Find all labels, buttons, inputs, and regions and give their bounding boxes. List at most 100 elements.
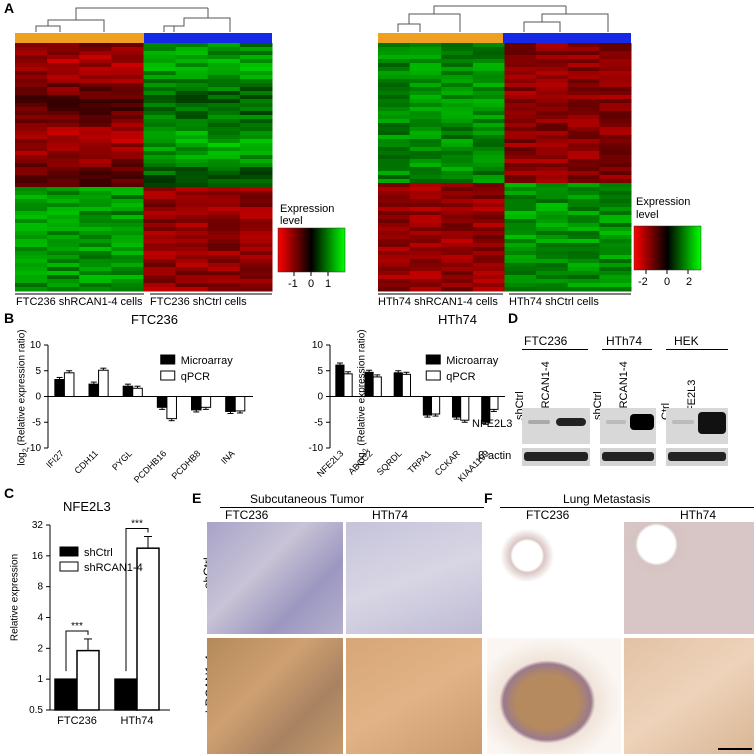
heatmap-cell [409, 283, 442, 288]
heatmap-cell [472, 91, 505, 96]
heatmap-cell [599, 267, 632, 272]
heatmap-cell [111, 99, 144, 104]
heatmap-cell [15, 287, 48, 292]
heatmap-cell [472, 187, 505, 192]
heatmap-cell [175, 255, 209, 260]
heatmap-cell [599, 51, 632, 56]
heatmap-cell [239, 75, 273, 80]
heatmap-cell [143, 263, 177, 268]
legend-swatch [59, 561, 79, 572]
heatmap-cell [599, 47, 632, 52]
x-tick-label: HTh74 [120, 715, 153, 727]
heatmap-cell [536, 155, 569, 160]
heatmap-cell [79, 103, 112, 108]
heatmap-cell [504, 199, 537, 204]
heatmap-cell [409, 51, 442, 56]
heatmap-cell [239, 119, 273, 124]
heatmap-cell [567, 251, 600, 256]
heatmap-cell [504, 71, 537, 76]
heatmap-cell [15, 271, 48, 276]
heatmap-cell [15, 111, 48, 116]
heatmap-cell [567, 135, 600, 140]
heatmap-cell [175, 163, 209, 168]
heatmap-cell [504, 239, 537, 244]
heatmap-cell [47, 187, 80, 192]
heatmap-cell [536, 203, 569, 208]
heatmap-cell [567, 143, 600, 148]
heatmap-cell [504, 107, 537, 112]
heatmap-cell [47, 71, 80, 76]
heatmap-cell [207, 271, 241, 276]
heatmap-cell [47, 131, 80, 136]
heatmap-cell [536, 143, 569, 148]
heatmap-cell [472, 227, 505, 232]
heatmap-cell [15, 243, 48, 248]
heatmap-cell [79, 43, 112, 48]
heatmap-cell [111, 63, 144, 68]
heatmap-cell [175, 67, 209, 72]
heatmap-cell [239, 259, 273, 264]
heatmap-cell [47, 259, 80, 264]
legend-swatch [160, 370, 176, 381]
heatmap-cell [599, 155, 632, 160]
heatmap-cell [504, 59, 537, 64]
ihc-e-hth74-shrcan [346, 638, 482, 754]
heatmap-cell [567, 159, 600, 164]
heatmap-cell [409, 259, 442, 264]
heatmap-cell [175, 123, 209, 128]
heatmap-cell [79, 199, 112, 204]
ihc-title-e: Subcutaneous Tumor [250, 492, 365, 506]
heatmap-cell [175, 151, 209, 156]
heatmap-cell [47, 239, 80, 244]
heatmap-cell [472, 203, 505, 208]
heatmap-cell [143, 163, 177, 168]
heatmap-cell [111, 183, 144, 188]
heatmap-cell [239, 83, 273, 88]
dendrogram-right [397, 5, 609, 32]
heatmap-cell [567, 95, 600, 100]
heatmap-cell [239, 71, 273, 76]
heatmap-cell [79, 191, 112, 196]
heatmap-cell [207, 183, 241, 188]
heatmap-cell [175, 143, 209, 148]
heatmap-cell [441, 63, 474, 68]
heatmap-cell [378, 215, 411, 220]
heatmap-cell [47, 267, 80, 272]
legend-label: Microarray [181, 355, 233, 367]
heatmap-cell [79, 75, 112, 80]
heatmap-cell [175, 115, 209, 120]
heatmap-cell [47, 87, 80, 92]
heatmap-cell [378, 87, 411, 92]
heatmap-cell [175, 199, 209, 204]
heatmap-cell [504, 227, 537, 232]
heatmap-cell [207, 215, 241, 220]
heatmap-cell [175, 167, 209, 172]
heatmap-cell [599, 259, 632, 264]
heatmap-cell [472, 271, 505, 276]
heatmap-cell [536, 179, 569, 184]
heatmap-cell [143, 59, 177, 64]
heatmap-cell [239, 51, 273, 56]
heatmap-cell [239, 279, 273, 284]
heatmap-cell [441, 219, 474, 224]
heatmap-cell [599, 123, 632, 128]
heatmap-cell [536, 75, 569, 80]
heatmap-cell [207, 279, 241, 284]
heatmap-cell [472, 71, 505, 76]
heatmap-cell [47, 83, 80, 88]
heatmap-cell [143, 95, 177, 100]
heatmap-cell [111, 139, 144, 144]
heatmap-cell [441, 43, 474, 48]
heatmap-cell [143, 115, 177, 120]
heatmap-cell [143, 119, 177, 124]
heatmap-cell [47, 123, 80, 128]
heatmap-cell [409, 147, 442, 152]
heatmap-cell [15, 131, 48, 136]
heatmap-cell [378, 59, 411, 64]
heatmap-cell [79, 211, 112, 216]
heatmap-cell [472, 107, 505, 112]
ihc-e-hth74-shctrl [346, 522, 482, 634]
heatmap-cell [536, 55, 569, 60]
heatmap-cell [409, 211, 442, 216]
heatmap-cell [79, 63, 112, 68]
